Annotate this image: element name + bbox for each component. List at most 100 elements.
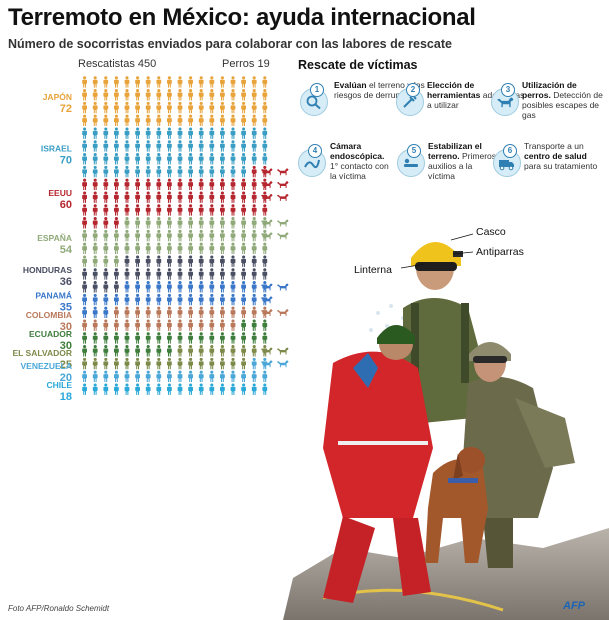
rescuer-mark: [220, 306, 225, 319]
rescuer-mark: [145, 101, 151, 114]
rescuer-mark: [251, 242, 257, 255]
rescuer-mark: [82, 357, 87, 370]
rescuer-mark: [209, 140, 215, 152]
rescuer-mark: [220, 268, 225, 280]
rescuer-mark: [209, 204, 215, 216]
rescuer-mark: [220, 204, 225, 216]
rescuer-mark: [114, 217, 119, 229]
rescuer-mark: [103, 114, 109, 127]
rescuer-mark: [156, 101, 162, 114]
rescuer-mark: [135, 140, 140, 152]
rescuer-mark: [145, 229, 151, 242]
rescuer-mark: [251, 319, 257, 331]
rescuer-mark: [177, 229, 183, 242]
step-5-bold: Estabilizan el terreno.: [428, 141, 482, 161]
rescuer-mark: [188, 204, 193, 216]
rescuer-mark: [82, 255, 87, 267]
rescuer-mark: [198, 89, 204, 101]
rescuer-mark: [156, 281, 162, 293]
rescuer-mark: [114, 268, 119, 280]
rescuer-mark: [241, 191, 246, 203]
rescuer-mark: [220, 370, 225, 383]
rescuer-mark: [220, 383, 225, 395]
rescuer-mark: [145, 89, 151, 101]
rescuer-mark: [198, 191, 204, 203]
rescuer-mark: [177, 345, 183, 357]
rescuer-mark: [114, 204, 119, 216]
rescuer-mark: [241, 281, 246, 293]
rescuer-mark: [198, 229, 204, 242]
rescuer-mark: [92, 76, 98, 88]
legend-rescuers: Rescatistas 450: [78, 58, 157, 70]
rescuer-mark: [124, 255, 130, 267]
rescuer-mark: [241, 319, 246, 331]
country-value: 25: [60, 359, 72, 371]
rescuer-mark: [241, 370, 246, 383]
rescuer-mark: [124, 204, 130, 216]
legend-dogs: Perros 19: [222, 58, 270, 70]
rescuer-mark: [177, 281, 183, 293]
rescuer-mark: [156, 89, 162, 101]
rescuer-mark: [167, 114, 172, 127]
rescuer-mark: [220, 127, 225, 139]
rescuer-mark: [177, 383, 183, 395]
rescuer-mark: [145, 191, 151, 203]
rescue-title: Rescate de víctimas: [298, 58, 418, 72]
country-value: 36: [60, 276, 72, 288]
country-label: ISRAEL: [41, 143, 72, 153]
rescuer-mark: [262, 76, 268, 88]
rescuer-mark: [177, 165, 183, 178]
rescuer-mark: [82, 140, 87, 152]
rescuer-mark: [124, 345, 130, 357]
rescuer-mark: [135, 76, 140, 88]
rescuer-mark: [167, 268, 172, 280]
afp-logo: AFP: [563, 600, 585, 612]
rescuer-mark: [230, 281, 236, 293]
rescuer-mark: [220, 178, 225, 191]
rescuer-mark: [262, 114, 268, 127]
rescuer-mark: [251, 255, 257, 267]
rescuer-mark: [198, 281, 204, 293]
rescuer-mark: [230, 357, 236, 370]
rescuer-mark: [209, 229, 215, 242]
rescuer-mark: [177, 153, 183, 165]
rescuer-mark: [124, 319, 130, 331]
rescuer-mark: [220, 165, 225, 178]
rescuer-mark: [198, 76, 204, 88]
rescuer-mark: [135, 217, 140, 229]
rescuer-mark: [103, 229, 109, 242]
rescuer-mark: [167, 76, 172, 88]
rescuer-mark: [82, 114, 87, 127]
rescuer-mark: [188, 357, 193, 370]
rescuer-mark: [167, 101, 172, 114]
rescuer-mark: [92, 229, 98, 242]
rescuer-mark: [103, 178, 109, 191]
rescuer-mark: [177, 140, 183, 152]
rescuer-mark: [103, 383, 109, 395]
country-value: 70: [60, 154, 72, 166]
rescuer-mark: [262, 319, 268, 331]
rescuer-mark: [103, 281, 109, 293]
rescuer-mark: [209, 76, 215, 88]
country-label: COLOMBIA: [26, 310, 72, 320]
rescuer-mark: [220, 191, 225, 203]
rescuer-mark: [230, 217, 236, 229]
rescuer-mark: [251, 76, 257, 88]
rescuer-mark: [188, 178, 193, 191]
rescuer-mark: [156, 383, 162, 395]
country-value: 35: [60, 302, 72, 314]
rescuer-mark: [145, 140, 151, 152]
rescuer-mark: [167, 140, 172, 152]
rescuer-mark: [177, 89, 183, 101]
rescuer-mark: [103, 357, 109, 370]
rescuer-mark: [230, 76, 236, 88]
rescuer-mark: [114, 178, 119, 191]
rescuer-mark: [156, 255, 162, 267]
rescuer-mark: [82, 76, 87, 88]
rescuer-mark: [92, 89, 98, 101]
rescuer-mark: [177, 357, 183, 370]
rescuer-mark: [92, 293, 98, 306]
rescuer-mark: [188, 332, 193, 344]
rescuer-mark: [262, 127, 268, 139]
rescuer-mark: [251, 268, 257, 280]
